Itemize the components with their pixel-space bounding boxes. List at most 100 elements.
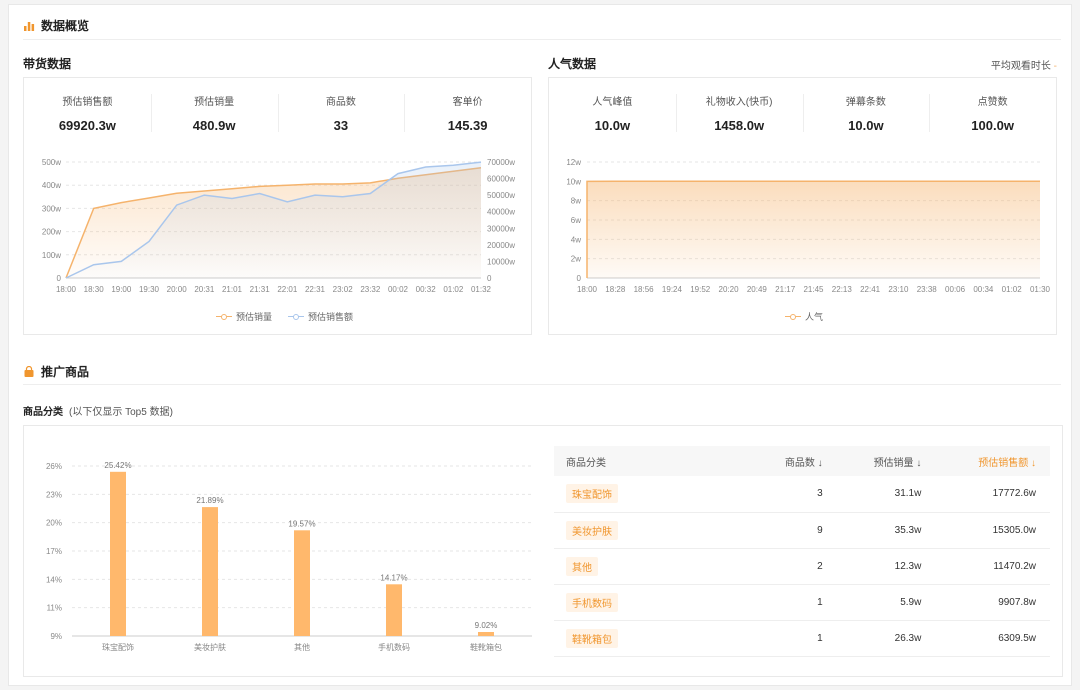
y-tick-label: 12w (566, 158, 581, 167)
bar-chart-icon (24, 21, 35, 31)
sales-stats: 预估销售额 69920.3w 预估销量 480.9w 商品数 33 客单价 14… (24, 90, 531, 138)
stat-danmaku-count: 弹幕条数 10.0w (802, 90, 930, 138)
popularity-stats: 人气峰值 10.0w 礼物收入(快币) 1458.0w 弹幕条数 10.0w 点… (549, 90, 1056, 138)
x-tick-label: 23:32 (360, 285, 381, 294)
bar-data-label: 19.57% (288, 519, 315, 528)
bar[interactable] (110, 471, 126, 636)
x-tick-label: 22:13 (832, 285, 853, 294)
sales-legend: 预估销量 预估销售额 (216, 310, 353, 323)
popularity-title: 人气数据 (548, 57, 597, 71)
legend-marker (216, 313, 232, 321)
bar[interactable] (478, 632, 494, 636)
y-tick-label: 6w (571, 216, 581, 225)
table-header-row: 商品分类 商品数 ↓ 预估销量 ↓ 预估销售额 ↓ (554, 446, 1050, 476)
y-left-tick-label: 300w (42, 204, 61, 213)
y-tick-label: 8w (571, 197, 581, 206)
legend-item-sales-volume[interactable]: 预估销量 (216, 310, 272, 323)
y-right-tick-label: 10000w (487, 257, 515, 266)
cell-sales-amount: 6309.5w (935, 620, 1050, 657)
x-tick-label: 19:00 (111, 285, 132, 294)
cell-sales-amount: 11470.2w (935, 548, 1050, 585)
x-tick-label: 20:49 (747, 285, 768, 294)
sales-card: 预估销售额 69920.3w 预估销量 480.9w 商品数 33 客单价 14… (23, 77, 532, 335)
x-tick-label: 00:34 (973, 285, 994, 294)
sales-line-chart[interactable]: 0 100w 200w 300w 400w 500w 0 10000w 20000w 30000w… (24, 156, 533, 306)
category-title: 商品分类 (23, 407, 63, 418)
x-tick-label: 00:06 (945, 285, 966, 294)
col-header-product-count[interactable]: 商品数 ↓ (754, 446, 837, 476)
x-tick-label: 22:31 (305, 285, 326, 294)
y-left-tick-label: 500w (42, 158, 61, 167)
x-tick-label: 19:52 (690, 285, 711, 294)
x-tick-label: 美妆护肤 (194, 642, 226, 652)
x-tick-label: 01:30 (1030, 285, 1051, 294)
bar-data-label: 9.02% (475, 621, 498, 630)
x-tick-label: 手机数码 (378, 642, 410, 652)
x-tick-label: 其他 (294, 642, 310, 652)
table-row: 其他 2 12.3w 11470.2w (554, 548, 1050, 585)
promo-header: 推广商品 (23, 363, 89, 380)
x-tick-label: 01:02 (443, 285, 464, 294)
cell-sales-amount: 9907.8w (935, 584, 1050, 621)
y-tick-label: 4w (571, 235, 581, 244)
overview-title: 数据概览 (41, 19, 90, 33)
category-note: (以下仅显示 Top5 数据) (69, 407, 173, 418)
category-table: 商品分类 商品数 ↓ 预估销量 ↓ 预估销售额 ↓ 珠宝配饰 3 31.1w 1… (554, 446, 1050, 657)
stat-product-count: 商品数 33 (277, 90, 405, 138)
cell-product-count: 9 (754, 512, 837, 549)
divider (23, 384, 1061, 385)
x-tick-label: 22:01 (277, 285, 298, 294)
category-tag[interactable]: 美妆护肤 (566, 520, 618, 540)
y-tick-label: 23% (46, 490, 62, 499)
x-tick-label: 00:02 (388, 285, 409, 294)
x-tick-label: 21:45 (803, 285, 824, 294)
cell-sales-volume: 31.1w (836, 476, 936, 513)
x-tick-label: 22:41 (860, 285, 881, 294)
x-tick-label: 18:00 (56, 285, 77, 294)
y-tick-label: 26% (46, 462, 62, 471)
y-right-tick-label: 40000w (487, 208, 515, 217)
bar-data-label: 25.42% (104, 461, 131, 470)
y-tick-label: 17% (46, 547, 62, 556)
stat-sales-amount: 预估销售额 69920.3w (58, 97, 116, 133)
y-tick-label: 2w (571, 255, 581, 264)
dash-icon: - (1053, 61, 1057, 72)
bar[interactable] (202, 507, 218, 636)
table-row: 鞋靴箱包 1 26.3w 6309.5w (554, 620, 1050, 657)
legend-item-popularity[interactable]: 人气 (785, 310, 823, 323)
bar[interactable] (294, 530, 310, 636)
y-tick-label: 20% (46, 519, 62, 528)
avg-watch-time-link[interactable]: 平均观看时长 - (990, 61, 1057, 72)
series-area (587, 181, 1040, 278)
overview-header: 数据概览 (23, 17, 89, 34)
popularity-legend: 人气 (785, 310, 823, 323)
table-row: 美妆护肤 9 35.3w 15305.0w (554, 512, 1050, 549)
category-header: 商品分类 (以下仅显示 Top5 数据) (23, 403, 173, 418)
x-tick-label: 19:24 (662, 285, 683, 294)
y-left-tick-label: 400w (42, 181, 61, 190)
legend-item-sales-amount[interactable]: 预估销售额 (288, 310, 353, 323)
bar[interactable] (386, 584, 402, 636)
category-tag[interactable]: 鞋靴箱包 (566, 628, 618, 648)
cell-sales-volume: 35.3w (836, 512, 936, 549)
x-tick-label: 23:02 (333, 285, 354, 294)
y-left-tick-label: 200w (42, 228, 61, 237)
x-tick-label: 19:30 (139, 285, 160, 294)
cell-sales-volume: 12.3w (836, 548, 936, 585)
category-bar-chart[interactable]: 9% 11% 14% 17% 20% 23% 26% 25.42% 珠宝配饰 21.89% 美妆护肤… (24, 430, 544, 670)
popularity-area-chart[interactable]: 0 2w 4w 6w 8w 10w 12w 18:00 18:28 18:56 19:24 19:52… (549, 156, 1058, 306)
sort-down-icon: ↓ (913, 457, 922, 469)
stat-like-count: 点赞数 100.0w (929, 90, 1056, 138)
col-header-sales-volume[interactable]: 预估销量 ↓ (836, 446, 936, 476)
category-tag[interactable]: 其他 (566, 556, 598, 576)
col-header-sales-amount[interactable]: 预估销售额 ↓ (935, 446, 1050, 476)
x-tick-label: 00:32 (416, 285, 437, 294)
x-tick-label: 21:17 (775, 285, 796, 294)
category-tag[interactable]: 手机数码 (566, 592, 618, 612)
category-tag[interactable]: 珠宝配饰 (566, 484, 618, 504)
popularity-card: 人气峰值 10.0w 礼物收入(快币) 1458.0w 弹幕条数 10.0w 点… (548, 77, 1057, 335)
cell-product-count: 1 (754, 584, 837, 621)
y-tick-label: 14% (46, 575, 62, 584)
divider (23, 39, 1061, 40)
y-tick-label: 10w (566, 177, 581, 186)
